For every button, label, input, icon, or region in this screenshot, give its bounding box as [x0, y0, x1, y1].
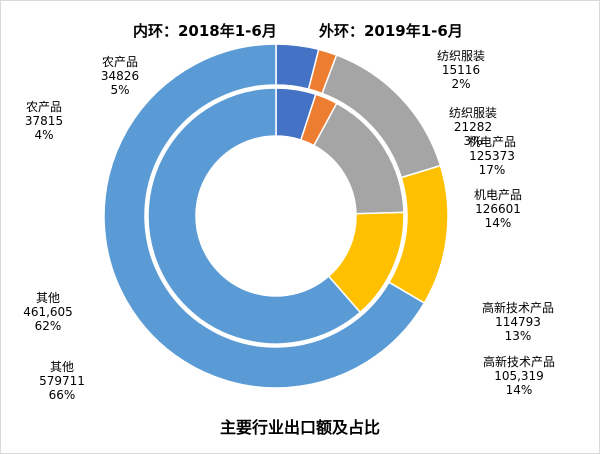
outer-ring-heading: 外环：2019年1-6月: [318, 22, 463, 40]
outer-slice-4: [103, 43, 426, 389]
outer-ring: [103, 43, 449, 389]
inner-label-3: 高新技术产品 105,319 14%: [483, 354, 555, 397]
outer-label-3: 高新技术产品 114793 13%: [482, 300, 554, 343]
inner-ring-heading: 内环：2018年1-6月: [133, 22, 277, 40]
chart-title: 主要行业出口额及占比: [220, 418, 380, 437]
inner-slice-4: [147, 87, 362, 345]
outer-label-1: 纺织服装 15116 2%: [437, 49, 485, 91]
outer-label-2: 机电产品 126601 14%: [474, 188, 522, 230]
inner-label-4: 其他 461,605 62%: [23, 291, 73, 333]
data-labels: 农产品 34826 5% 纺织服装 15116 2% 机电产品 126601 14% 高新技术产品…: [23, 49, 555, 402]
inner-label-0: 农产品 37815 4%: [25, 100, 63, 142]
outer-label-0: 农产品 34826 5%: [101, 55, 139, 97]
outer-label-4: 其他 579711 66%: [39, 360, 85, 402]
inner-label-2: 机电产品 125373 17%: [468, 135, 516, 177]
inner-label-1: 纺织服装 21282 3%: [449, 106, 497, 148]
inner-ring: [147, 87, 405, 345]
